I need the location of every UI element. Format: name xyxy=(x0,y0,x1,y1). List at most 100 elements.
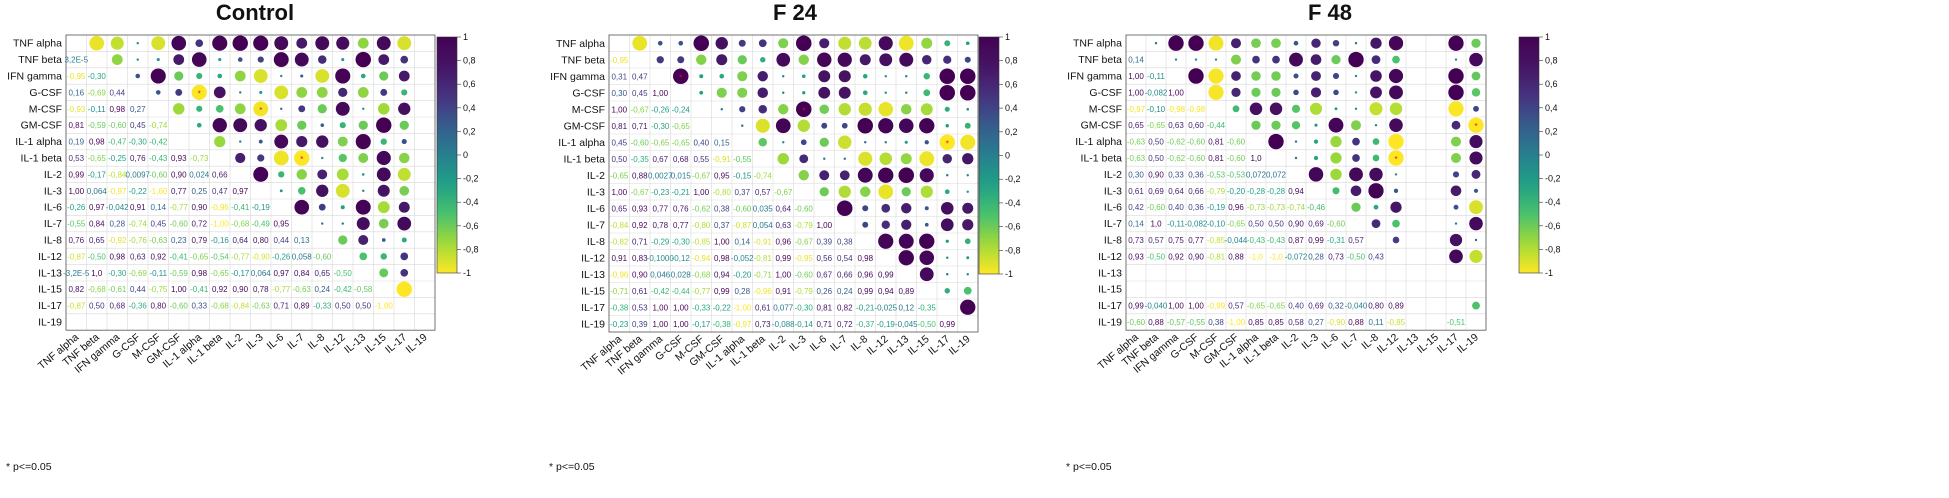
correlation-circle xyxy=(1469,216,1483,231)
colorbar-tick-label: -1 xyxy=(1545,268,1553,278)
cell-value: -0,68 xyxy=(88,285,107,294)
cell-value: -0,12 xyxy=(672,254,691,263)
cell-value: 0,077 xyxy=(773,303,794,312)
correlation-circle xyxy=(171,35,187,51)
cell-value: -0,60 xyxy=(795,204,814,213)
row-label: G-CSF xyxy=(29,87,62,99)
cell-value: -0,42 xyxy=(651,287,670,296)
cell-value: -0,77 xyxy=(692,287,711,296)
correlation-circle xyxy=(838,185,851,198)
correlation-circle xyxy=(1469,200,1483,215)
cell-value: -1,00 xyxy=(1227,318,1246,327)
footnote: * p<=0.05 xyxy=(6,461,52,473)
colorbar xyxy=(1518,36,1540,274)
cell-value: 0,98 xyxy=(89,138,105,147)
cell-value: -0,30 xyxy=(108,269,127,278)
colorbar-tick-label: 0,4 xyxy=(1005,103,1018,113)
correlation-circle xyxy=(1271,120,1281,130)
cell-value: -0,60 xyxy=(149,170,168,179)
cell-value: 0,80 xyxy=(253,236,269,245)
cell-value: -1,0 xyxy=(1249,252,1263,261)
row-label: IL-6 xyxy=(1104,202,1122,214)
colorbar-tick-label: -0,4 xyxy=(1545,197,1561,207)
cell-value: -0,76 xyxy=(129,236,148,245)
correlation-circle xyxy=(672,68,689,85)
correlation-circle xyxy=(881,203,891,213)
correlation-circle xyxy=(155,90,161,95)
cell-value: 0,67 xyxy=(816,270,832,279)
correlation-circle xyxy=(1394,173,1398,176)
cell-value: 0,64 xyxy=(1168,187,1184,196)
correlation-circle xyxy=(1448,68,1464,84)
correlation-circle xyxy=(338,87,348,98)
cell-value: -0,91 xyxy=(754,237,773,246)
colorbar-tick-label: -0,2 xyxy=(1005,174,1021,184)
cell-value: 0,65 xyxy=(314,269,330,278)
correlation-circle xyxy=(966,174,969,177)
correlation-circle xyxy=(819,104,830,115)
cell-value: -0,60 xyxy=(1327,220,1346,229)
correlation-circle xyxy=(1271,71,1281,81)
cell-value: 0,0027 xyxy=(648,171,673,180)
correlation-circle xyxy=(399,152,410,164)
cell-value: 0,91 xyxy=(611,254,627,263)
correlation-circle xyxy=(884,75,887,78)
cell-value: -0,28 xyxy=(1267,187,1286,196)
cell-value: 0,32 xyxy=(1328,302,1344,311)
cell-value: 0,50 xyxy=(89,302,105,311)
correlation-circle xyxy=(863,74,868,79)
cell-value: -0,84 xyxy=(610,221,629,230)
cell-value: 0,61 xyxy=(755,303,771,312)
cell-value: 0,47 xyxy=(632,72,648,81)
correlation-circle xyxy=(864,141,867,144)
cell-value: 0,97 xyxy=(273,269,289,278)
cell-value: -0,19 xyxy=(252,203,271,212)
cell-value: -0,60 xyxy=(170,302,189,311)
cell-value: 3,2E-5 xyxy=(64,56,88,65)
row-label: TNF beta xyxy=(561,54,605,66)
correlation-circle xyxy=(317,104,327,114)
cell-value: -0,65 xyxy=(651,138,670,147)
cell-value: 0,58 xyxy=(1288,318,1304,327)
correlation-circle xyxy=(1449,233,1463,247)
correlation-circle xyxy=(1230,38,1242,49)
cell-value: 0,50 xyxy=(611,155,627,164)
cell-value: 0,99 xyxy=(714,287,730,296)
cell-value: -0,77 xyxy=(272,285,291,294)
cell-value: -0,17 xyxy=(231,269,250,278)
cell-value: -0,43 xyxy=(1267,236,1286,245)
correlation-circle xyxy=(196,72,203,80)
correlation-circle xyxy=(878,184,894,200)
correlation-circle xyxy=(1389,118,1403,132)
cell-value: -0,67 xyxy=(631,188,650,197)
cell-value: 1,00 xyxy=(652,320,668,329)
cell-value: 0,66 xyxy=(1188,187,1204,196)
correlation-circle xyxy=(817,52,832,67)
row-label: M-CSF xyxy=(572,104,605,116)
correlation-circle xyxy=(300,74,304,78)
correlation-circle xyxy=(253,35,269,51)
correlation-circle xyxy=(400,55,409,64)
colorbar-tick-label: 0,6 xyxy=(463,79,476,89)
correlation-circle xyxy=(359,252,368,261)
correlation-circle xyxy=(253,101,269,117)
cell-value: -0,67 xyxy=(795,237,814,246)
cell-value: 1,0 xyxy=(91,269,103,278)
significance-mark: * xyxy=(300,155,303,164)
correlation-circle xyxy=(1351,202,1361,212)
correlation-circle xyxy=(1451,120,1461,130)
cell-value: -0,67 xyxy=(631,105,650,114)
cell-value: 1,00 xyxy=(68,187,84,196)
correlation-circle xyxy=(397,36,412,51)
correlation-circle xyxy=(1208,35,1224,51)
cell-value: 0,054 xyxy=(753,221,774,230)
colorbar-tick-label: 0,4 xyxy=(463,103,476,113)
cell-value: 0,99 xyxy=(939,320,955,329)
cell-value: 0,71 xyxy=(273,302,289,311)
colorbar-tick-label: 0,4 xyxy=(1545,103,1558,113)
cell-value: 1,00 xyxy=(611,105,627,114)
cell-value: 0,42 xyxy=(1128,203,1144,212)
correlation-circle xyxy=(376,167,391,182)
cell-value: 0,40 xyxy=(693,138,709,147)
cell-value: 0,66 xyxy=(212,170,228,179)
